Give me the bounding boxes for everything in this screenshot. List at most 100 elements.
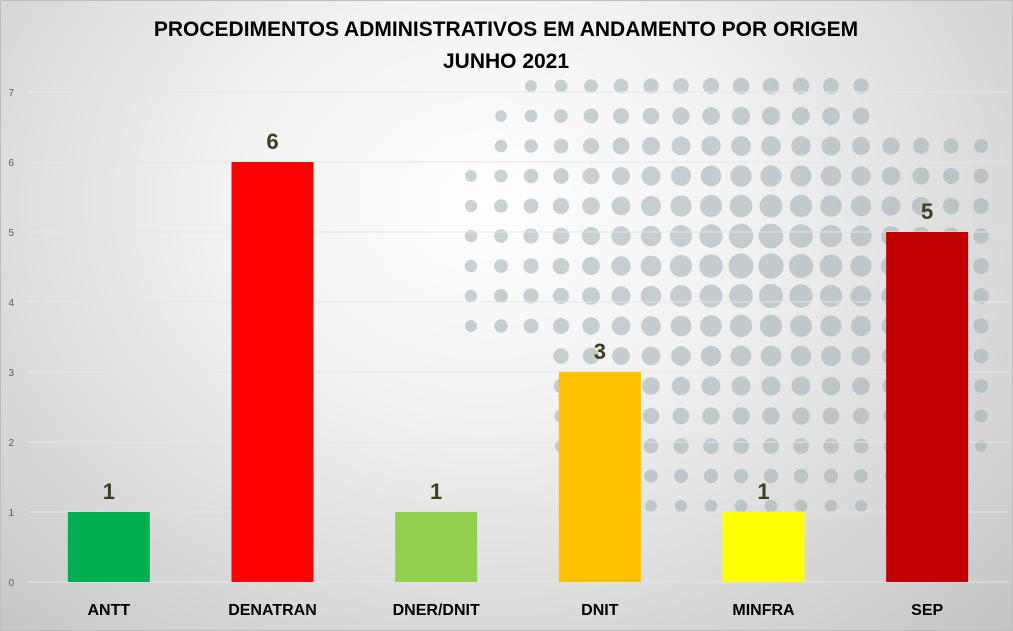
- bar-antt: [67, 512, 150, 582]
- background-dot: [822, 107, 840, 125]
- background-dot: [852, 107, 870, 125]
- background-dot: [854, 469, 868, 483]
- background-dot: [671, 376, 691, 396]
- background-dot: [819, 284, 843, 308]
- background-dot: [761, 136, 781, 156]
- background-dot: [464, 229, 478, 243]
- background-dot: [669, 254, 693, 278]
- data-label: 1: [430, 479, 442, 504]
- background-dot: [494, 199, 508, 213]
- bar-dnit: [558, 372, 641, 582]
- background-dot: [552, 287, 570, 305]
- background-dot: [672, 107, 690, 125]
- background-dot: [525, 80, 537, 92]
- background-dot: [881, 166, 901, 186]
- background-dot: [763, 468, 779, 484]
- background-dot: [760, 165, 782, 187]
- background-dot: [552, 227, 570, 245]
- background-dot: [703, 438, 719, 454]
- background-dot: [973, 228, 989, 244]
- background-dot: [523, 288, 539, 304]
- background-dot: [700, 315, 722, 337]
- background-dot: [763, 438, 779, 454]
- background-dot: [850, 285, 872, 307]
- background-dot: [824, 499, 838, 513]
- background-dot: [611, 316, 631, 336]
- background-dot: [553, 318, 569, 334]
- background-dot: [791, 376, 811, 396]
- background-dot: [943, 168, 959, 184]
- background-dot: [973, 168, 989, 184]
- background-dot: [701, 136, 721, 156]
- background-dot: [820, 165, 842, 187]
- background-dot: [852, 407, 870, 425]
- background-dot: [611, 256, 631, 276]
- background-dot: [554, 109, 568, 123]
- background-dot: [729, 284, 753, 308]
- x-tick-label: SEP: [911, 602, 943, 619]
- gridlines: [27, 91, 1009, 583]
- background-dot: [494, 319, 508, 333]
- background-dot: [852, 377, 870, 395]
- background-dot: [819, 254, 843, 278]
- background-dot: [912, 167, 930, 185]
- chart-title: PROCEDIMENTOS ADMINISTRATIVOS EM ANDAMEN…: [154, 18, 858, 41]
- background-dot: [523, 198, 539, 214]
- y-tick-label: 7: [8, 88, 14, 99]
- background-dot: [824, 469, 838, 483]
- background-dot: [733, 438, 749, 454]
- y-tick-label: 4: [8, 298, 14, 309]
- background-dot: [788, 253, 814, 279]
- background-dot: [792, 407, 810, 425]
- background-dot: [640, 255, 662, 277]
- background-dot: [641, 196, 661, 216]
- background-dot: [973, 198, 989, 214]
- background-dot: [975, 440, 987, 452]
- background-dot: [553, 138, 569, 154]
- background-dot: [582, 347, 600, 365]
- background-dot: [553, 348, 569, 364]
- background-dot: [789, 224, 813, 248]
- background-dot: [728, 253, 754, 279]
- background-dot: [728, 223, 754, 249]
- background-dot: [674, 499, 688, 513]
- background-dot: [611, 286, 631, 306]
- background-dot: [494, 259, 508, 273]
- background-dot: [855, 500, 867, 512]
- background-dot: [465, 320, 477, 332]
- background-dot: [759, 314, 783, 338]
- world-map-dots-background: [464, 77, 989, 513]
- background-dot: [730, 165, 752, 187]
- data-labels: 1 6 1 3 1 5: [103, 129, 934, 504]
- background-dot: [643, 78, 659, 94]
- background-dot: [582, 227, 600, 245]
- background-dot: [850, 315, 872, 337]
- background-dot: [822, 407, 840, 425]
- background-dot: [850, 225, 872, 247]
- background-dot: [670, 315, 692, 337]
- x-tick-label: DENATRAN: [228, 602, 317, 619]
- background-dot: [671, 136, 691, 156]
- background-dot: [523, 318, 539, 334]
- background-dot: [793, 468, 809, 484]
- background-dot: [674, 469, 688, 483]
- background-dot: [552, 257, 570, 275]
- background-dot: [523, 168, 539, 184]
- background-dot: [702, 107, 720, 125]
- background-dot: [733, 468, 749, 484]
- background-dot: [523, 258, 539, 274]
- background-dot: [764, 499, 778, 513]
- background-dot: [729, 314, 753, 338]
- x-tick-label: DNIT: [581, 602, 619, 619]
- background-dot: [699, 224, 723, 248]
- background-dot: [851, 346, 871, 366]
- background-dot: [734, 499, 748, 513]
- background-dot: [760, 345, 782, 367]
- bars: [67, 162, 969, 582]
- background-dot: [732, 407, 750, 425]
- background-dot: [464, 289, 478, 303]
- background-dot: [792, 77, 810, 95]
- background-dot: [554, 79, 568, 93]
- bar-denatran: [231, 162, 314, 582]
